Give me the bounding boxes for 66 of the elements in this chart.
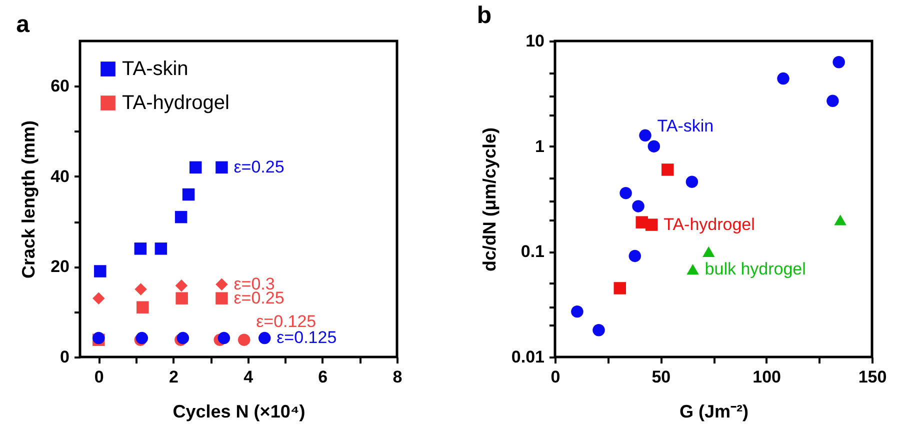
x-tick-label: 6 xyxy=(318,368,328,386)
point xyxy=(632,200,644,212)
x-tick-label: 4 xyxy=(244,368,254,386)
point xyxy=(645,218,658,231)
point xyxy=(136,301,149,314)
annotation: bulk hydrogel xyxy=(704,259,806,278)
point xyxy=(216,278,228,290)
point xyxy=(686,176,698,188)
point xyxy=(639,129,652,142)
point xyxy=(702,246,715,257)
point xyxy=(154,242,168,255)
y-tick-label: 20 xyxy=(50,257,70,276)
legend-label: TA-hydrogel xyxy=(122,92,230,114)
point xyxy=(832,56,845,68)
point xyxy=(826,94,839,108)
point xyxy=(648,140,660,152)
y-axis-title: dc/dN (μm/cycle) xyxy=(479,127,500,272)
point xyxy=(174,210,188,224)
point xyxy=(628,250,642,262)
point xyxy=(134,242,147,255)
x-tick-label: 0 xyxy=(550,368,560,386)
point xyxy=(94,265,106,278)
x-tick-label: 2 xyxy=(169,368,178,386)
legend-label: TA-skin xyxy=(122,58,188,80)
y-tick-label: 10 xyxy=(526,32,544,50)
chart-title: b xyxy=(476,2,492,29)
x-axis-title: G (Jm⁻²) xyxy=(680,402,749,422)
point xyxy=(92,292,105,304)
point xyxy=(176,292,188,304)
point xyxy=(218,332,230,344)
point xyxy=(662,164,674,176)
x-tick-label: 8 xyxy=(392,368,402,386)
annotation: ε=0.125 xyxy=(256,312,316,331)
annotation: TA-hydrogel xyxy=(664,214,755,234)
point xyxy=(620,186,632,200)
point xyxy=(216,161,228,174)
point xyxy=(834,214,846,226)
x-tick-label: 0 xyxy=(94,368,104,386)
x-tick-label: 50 xyxy=(652,368,671,386)
y-tick-label: 1 xyxy=(535,136,544,156)
point xyxy=(175,280,188,292)
point xyxy=(614,282,626,294)
annotation: ε=0.125 xyxy=(276,328,337,348)
annotation: ε=0.25 xyxy=(234,157,284,176)
y-axis-title: Crack length (mm) xyxy=(18,120,39,279)
point xyxy=(216,292,228,304)
point xyxy=(592,324,605,336)
point xyxy=(777,72,790,85)
x-tick-label: 150 xyxy=(858,368,887,386)
x-axis-title: Cycles N (×10⁴) xyxy=(172,402,306,422)
x-tick-label: 100 xyxy=(752,368,782,386)
point xyxy=(571,305,584,318)
point xyxy=(176,332,190,344)
point xyxy=(182,188,195,201)
point xyxy=(686,264,699,275)
point xyxy=(134,283,147,296)
point xyxy=(258,332,271,344)
y-tick-label: 60 xyxy=(50,76,70,96)
y-tick-label: 0.1 xyxy=(520,242,544,262)
point xyxy=(189,161,202,174)
y-tick-label: 0.01 xyxy=(511,348,544,366)
point xyxy=(238,334,250,346)
y-tick-label: 0 xyxy=(60,348,70,366)
annotation: TA-skin xyxy=(657,116,714,136)
y-tick-label: 40 xyxy=(50,166,70,186)
chart-title: a xyxy=(16,11,30,38)
